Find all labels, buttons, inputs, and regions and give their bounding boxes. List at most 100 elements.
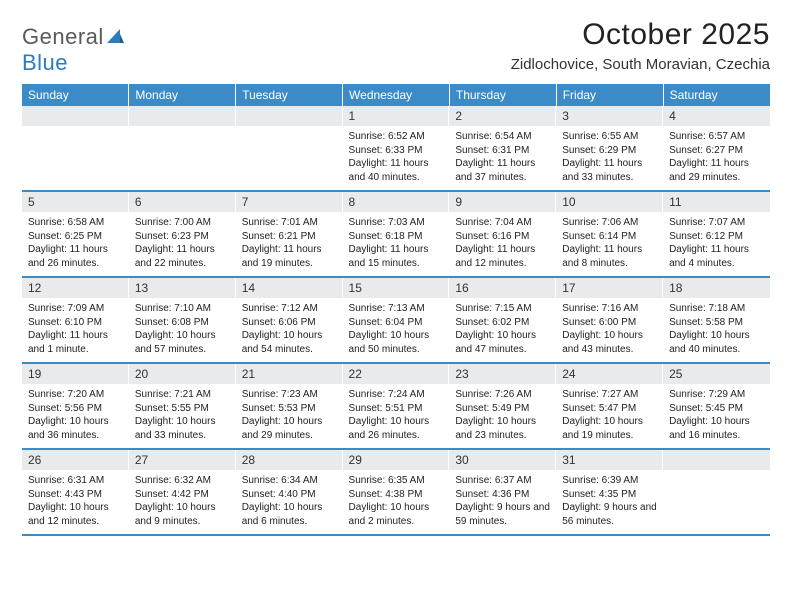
daylight-text: Daylight: 10 hours and 36 minutes. [28, 415, 123, 442]
day-number: 29 [343, 450, 450, 470]
daylight-text: Daylight: 11 hours and 33 minutes. [562, 157, 657, 184]
day-content: Sunrise: 7:15 AMSunset: 6:02 PMDaylight:… [449, 298, 556, 362]
calendar-day: 26Sunrise: 6:31 AMSunset: 4:43 PMDayligh… [22, 449, 129, 535]
calendar-day: 9Sunrise: 7:04 AMSunset: 6:16 PMDaylight… [449, 191, 556, 277]
sunset-text: Sunset: 4:35 PM [562, 488, 657, 502]
daylight-text: Daylight: 10 hours and 54 minutes. [242, 329, 337, 356]
weekday-header: Monday [129, 84, 236, 106]
calendar-day: 22Sunrise: 7:24 AMSunset: 5:51 PMDayligh… [343, 363, 450, 449]
daylight-text: Daylight: 11 hours and 29 minutes. [669, 157, 764, 184]
day-number: 12 [22, 278, 129, 298]
calendar-page: GeneralBlue October 2025 Zidlochovice, S… [0, 0, 792, 536]
daylight-text: Daylight: 11 hours and 1 minute. [28, 329, 123, 356]
calendar-week: 12Sunrise: 7:09 AMSunset: 6:10 PMDayligh… [22, 277, 770, 363]
daylight-text: Daylight: 10 hours and 47 minutes. [455, 329, 550, 356]
calendar-day [236, 106, 343, 191]
day-number: 8 [343, 192, 450, 212]
day-number: 31 [556, 450, 663, 470]
day-content: Sunrise: 7:29 AMSunset: 5:45 PMDaylight:… [663, 384, 770, 448]
calendar-day: 10Sunrise: 7:06 AMSunset: 6:14 PMDayligh… [556, 191, 663, 277]
calendar-day: 4Sunrise: 6:57 AMSunset: 6:27 PMDaylight… [663, 106, 770, 191]
daylight-text: Daylight: 10 hours and 40 minutes. [669, 329, 764, 356]
sunset-text: Sunset: 6:10 PM [28, 316, 123, 330]
calendar-week: 26Sunrise: 6:31 AMSunset: 4:43 PMDayligh… [22, 449, 770, 535]
day-content: Sunrise: 6:39 AMSunset: 4:35 PMDaylight:… [556, 470, 663, 534]
day-number: 23 [449, 364, 556, 384]
calendar-day: 16Sunrise: 7:15 AMSunset: 6:02 PMDayligh… [449, 277, 556, 363]
day-content: Sunrise: 7:01 AMSunset: 6:21 PMDaylight:… [236, 212, 343, 276]
day-content: Sunrise: 6:34 AMSunset: 4:40 PMDaylight:… [236, 470, 343, 534]
weekday-header: Saturday [663, 84, 770, 106]
day-content: Sunrise: 7:21 AMSunset: 5:55 PMDaylight:… [129, 384, 236, 448]
daylight-text: Daylight: 10 hours and 43 minutes. [562, 329, 657, 356]
sunset-text: Sunset: 5:56 PM [28, 402, 123, 416]
day-number [22, 106, 129, 126]
calendar-day: 8Sunrise: 7:03 AMSunset: 6:18 PMDaylight… [343, 191, 450, 277]
month-title: October 2025 [511, 18, 770, 52]
day-number: 6 [129, 192, 236, 212]
daylight-text: Daylight: 11 hours and 4 minutes. [669, 243, 764, 270]
sunset-text: Sunset: 6:29 PM [562, 144, 657, 158]
daylight-text: Daylight: 10 hours and 33 minutes. [135, 415, 230, 442]
sunrise-text: Sunrise: 6:39 AM [562, 474, 657, 488]
sunset-text: Sunset: 5:55 PM [135, 402, 230, 416]
day-number: 7 [236, 192, 343, 212]
sunset-text: Sunset: 6:02 PM [455, 316, 550, 330]
daylight-text: Daylight: 10 hours and 2 minutes. [349, 501, 444, 528]
day-content: Sunrise: 6:57 AMSunset: 6:27 PMDaylight:… [663, 126, 770, 190]
sunset-text: Sunset: 6:33 PM [349, 144, 444, 158]
daylight-text: Daylight: 11 hours and 40 minutes. [349, 157, 444, 184]
calendar-day: 11Sunrise: 7:07 AMSunset: 6:12 PMDayligh… [663, 191, 770, 277]
sunrise-text: Sunrise: 7:12 AM [242, 302, 337, 316]
sunrise-text: Sunrise: 6:55 AM [562, 130, 657, 144]
sunset-text: Sunset: 6:25 PM [28, 230, 123, 244]
day-number: 28 [236, 450, 343, 470]
location: Zidlochovice, South Moravian, Czechia [511, 56, 770, 73]
calendar-table: Sunday Monday Tuesday Wednesday Thursday… [22, 84, 770, 536]
calendar-day [22, 106, 129, 191]
daylight-text: Daylight: 10 hours and 23 minutes. [455, 415, 550, 442]
calendar-day: 17Sunrise: 7:16 AMSunset: 6:00 PMDayligh… [556, 277, 663, 363]
day-number: 30 [449, 450, 556, 470]
sunrise-text: Sunrise: 7:27 AM [562, 388, 657, 402]
day-content: Sunrise: 7:09 AMSunset: 6:10 PMDaylight:… [22, 298, 129, 362]
sunrise-text: Sunrise: 6:54 AM [455, 130, 550, 144]
logo-text-blue: Blue [22, 50, 68, 75]
calendar-day: 18Sunrise: 7:18 AMSunset: 5:58 PMDayligh… [663, 277, 770, 363]
day-content: Sunrise: 7:13 AMSunset: 6:04 PMDaylight:… [343, 298, 450, 362]
sunset-text: Sunset: 6:18 PM [349, 230, 444, 244]
calendar-day: 24Sunrise: 7:27 AMSunset: 5:47 PMDayligh… [556, 363, 663, 449]
day-content: Sunrise: 7:23 AMSunset: 5:53 PMDaylight:… [236, 384, 343, 448]
daylight-text: Daylight: 9 hours and 56 minutes. [562, 501, 657, 528]
daylight-text: Daylight: 10 hours and 57 minutes. [135, 329, 230, 356]
sunset-text: Sunset: 6:12 PM [669, 230, 764, 244]
sunset-text: Sunset: 5:47 PM [562, 402, 657, 416]
sunset-text: Sunset: 6:23 PM [135, 230, 230, 244]
calendar-day: 30Sunrise: 6:37 AMSunset: 4:36 PMDayligh… [449, 449, 556, 535]
calendar-day: 1Sunrise: 6:52 AMSunset: 6:33 PMDaylight… [343, 106, 450, 191]
day-number: 19 [22, 364, 129, 384]
sunrise-text: Sunrise: 7:29 AM [669, 388, 764, 402]
sunrise-text: Sunrise: 7:00 AM [135, 216, 230, 230]
daylight-text: Daylight: 11 hours and 19 minutes. [242, 243, 337, 270]
sunrise-text: Sunrise: 7:09 AM [28, 302, 123, 316]
title-block: October 2025 Zidlochovice, South Moravia… [511, 18, 770, 73]
day-content: Sunrise: 7:20 AMSunset: 5:56 PMDaylight:… [22, 384, 129, 448]
day-number: 16 [449, 278, 556, 298]
sunrise-text: Sunrise: 7:20 AM [28, 388, 123, 402]
sunrise-text: Sunrise: 6:37 AM [455, 474, 550, 488]
daylight-text: Daylight: 9 hours and 59 minutes. [455, 501, 550, 528]
calendar-day: 5Sunrise: 6:58 AMSunset: 6:25 PMDaylight… [22, 191, 129, 277]
daylight-text: Daylight: 11 hours and 37 minutes. [455, 157, 550, 184]
calendar-day: 28Sunrise: 6:34 AMSunset: 4:40 PMDayligh… [236, 449, 343, 535]
day-number: 15 [343, 278, 450, 298]
day-content: Sunrise: 7:24 AMSunset: 5:51 PMDaylight:… [343, 384, 450, 448]
daylight-text: Daylight: 10 hours and 50 minutes. [349, 329, 444, 356]
logo: GeneralBlue [22, 18, 124, 76]
sunrise-text: Sunrise: 7:07 AM [669, 216, 764, 230]
calendar-day: 14Sunrise: 7:12 AMSunset: 6:06 PMDayligh… [236, 277, 343, 363]
daylight-text: Daylight: 10 hours and 19 minutes. [562, 415, 657, 442]
sunrise-text: Sunrise: 7:10 AM [135, 302, 230, 316]
day-number: 1 [343, 106, 450, 126]
daylight-text: Daylight: 10 hours and 9 minutes. [135, 501, 230, 528]
